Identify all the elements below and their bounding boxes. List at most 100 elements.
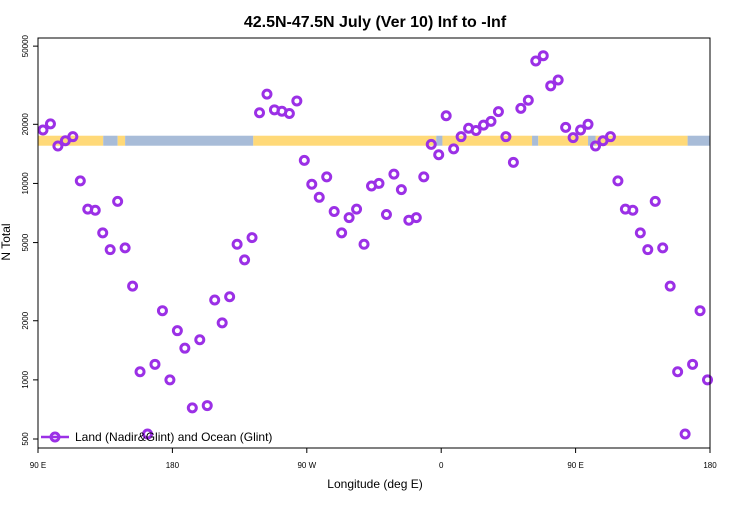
strip-segment-land (442, 135, 533, 146)
data-point (97, 227, 109, 239)
x-tick-label: 0 (439, 461, 444, 470)
data-points (37, 50, 714, 440)
data-point (604, 131, 616, 143)
data-point (201, 400, 213, 412)
strip-segment-land (117, 135, 126, 146)
data-point (216, 317, 228, 329)
data-point (410, 212, 422, 224)
data-point (186, 402, 198, 414)
data-point (612, 175, 624, 187)
data-point (104, 244, 116, 256)
data-point (418, 171, 430, 183)
data-point (127, 280, 139, 292)
data-point (679, 428, 691, 440)
x-tick-label: 180 (703, 461, 717, 470)
data-point (672, 366, 684, 378)
data-point (52, 140, 64, 152)
strip-segment-ocean (436, 135, 443, 146)
data-point (112, 195, 124, 207)
data-point (395, 184, 407, 196)
strip-segment-ocean (687, 135, 710, 146)
data-point (343, 212, 355, 224)
data-point (373, 177, 385, 189)
data-point (388, 168, 400, 180)
data-point (164, 374, 176, 386)
data-point (254, 107, 266, 119)
axes: 90 E 180 90 W 0 90 E 180 500 1000 2000 5000 10000 2… (21, 34, 717, 470)
data-point (239, 254, 251, 266)
data-point (470, 124, 482, 136)
data-point (642, 244, 654, 256)
data-point (567, 132, 579, 144)
data-point (44, 118, 56, 130)
data-point (306, 178, 318, 190)
data-point (119, 242, 131, 254)
data-point (179, 342, 191, 354)
data-point (634, 227, 646, 239)
x-tick-label: 90 E (567, 461, 583, 470)
strip-segment-ocean (532, 135, 539, 146)
legend-marker (49, 431, 61, 443)
data-point (522, 94, 534, 106)
data-point (530, 55, 542, 67)
data-point (702, 374, 714, 386)
plot-frame (37, 37, 711, 449)
strip-segment-land (538, 135, 589, 146)
data-point (67, 131, 79, 143)
y-tick-label: 50000 (21, 34, 30, 57)
data-point (328, 205, 340, 217)
data-point (433, 149, 445, 161)
data-point (209, 294, 221, 306)
data-point (627, 204, 639, 216)
data-point (313, 191, 325, 203)
strip-segment-ocean (588, 135, 596, 146)
data-point (321, 171, 333, 183)
data-point (455, 131, 467, 143)
data-point (37, 124, 49, 136)
data-point (687, 358, 699, 370)
y-tick-label: 20000 (21, 113, 30, 136)
data-point (537, 50, 549, 62)
data-point (156, 305, 168, 317)
y-tick-label: 1000 (21, 370, 30, 388)
data-point (171, 325, 183, 337)
data-point (485, 115, 497, 127)
y-axis-title: N Total (0, 223, 13, 260)
strip-segment-ocean (125, 135, 254, 146)
data-point (224, 291, 236, 303)
y-tick-label: 10000 (21, 172, 30, 195)
data-point (380, 208, 392, 220)
data-point (194, 334, 206, 346)
data-point (336, 227, 348, 239)
data-point (560, 121, 572, 133)
strip-segment-land (595, 135, 688, 146)
data-point (590, 140, 602, 152)
y-tick-label: 2000 (21, 311, 30, 329)
data-point (440, 110, 452, 122)
data-point (74, 175, 86, 187)
data-point (425, 138, 437, 150)
data-point (142, 428, 154, 440)
strip-segment-ocean (103, 135, 118, 146)
data-point (246, 232, 258, 244)
data-point (500, 131, 512, 143)
x-tick-label: 90 E (30, 461, 46, 470)
x-tick-label: 180 (166, 461, 180, 470)
data-point (89, 204, 101, 216)
data-point (694, 305, 706, 317)
legend-label: Land (Nadir&Glint) and Ocean (Glint) (75, 430, 272, 444)
chart-title: 42.5N-47.5N July (Ver 10) Inf to -Inf (244, 14, 507, 31)
data-point (134, 366, 146, 378)
data-point (649, 195, 661, 207)
data-point (664, 280, 676, 292)
data-point (358, 238, 370, 250)
data-point (492, 106, 504, 118)
data-point (283, 107, 295, 119)
data-point (351, 203, 363, 215)
data-point (261, 88, 273, 100)
data-point (298, 154, 310, 166)
strip-segment-land (253, 135, 437, 146)
